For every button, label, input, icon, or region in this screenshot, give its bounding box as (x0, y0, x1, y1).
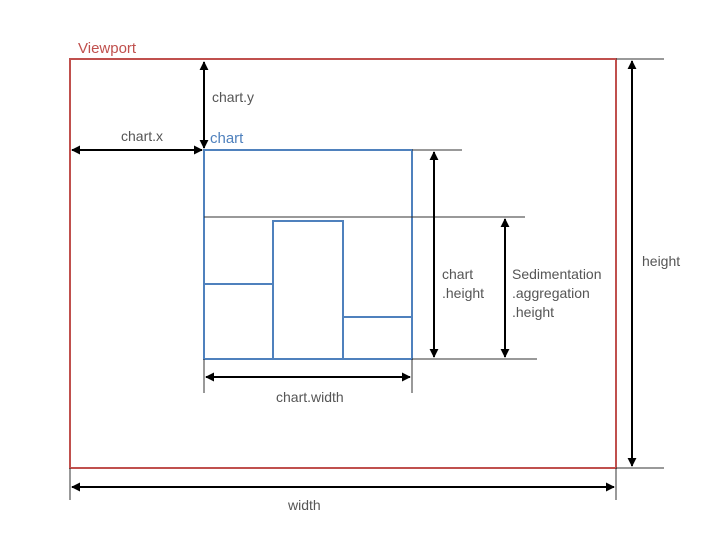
chart-height-label-line2: .height (442, 285, 485, 301)
viewport-width-label: width (288, 497, 321, 513)
viewport-height-label: height (642, 253, 681, 269)
chart-rect (203, 149, 413, 360)
aggregation-bar-right (342, 316, 413, 360)
aggregation-height-label-line2: .aggregation (512, 285, 590, 301)
aggregation-height-label-line1: Sedimentation (512, 266, 602, 282)
aggregation-height-label-line3: .height (512, 304, 555, 320)
viewport-label: Viewport (78, 40, 137, 57)
aggregation-bar-left (203, 283, 274, 360)
chart-width-label: chart.width (276, 389, 344, 405)
chart-height-label-line1: chart (442, 266, 474, 282)
chart-label: chart (210, 130, 244, 147)
chart-y-label: chart.y (212, 89, 255, 105)
aggregation-bar-middle (272, 220, 344, 360)
viewport-rect (69, 58, 617, 469)
chart-x-label: chart.x (121, 128, 164, 144)
